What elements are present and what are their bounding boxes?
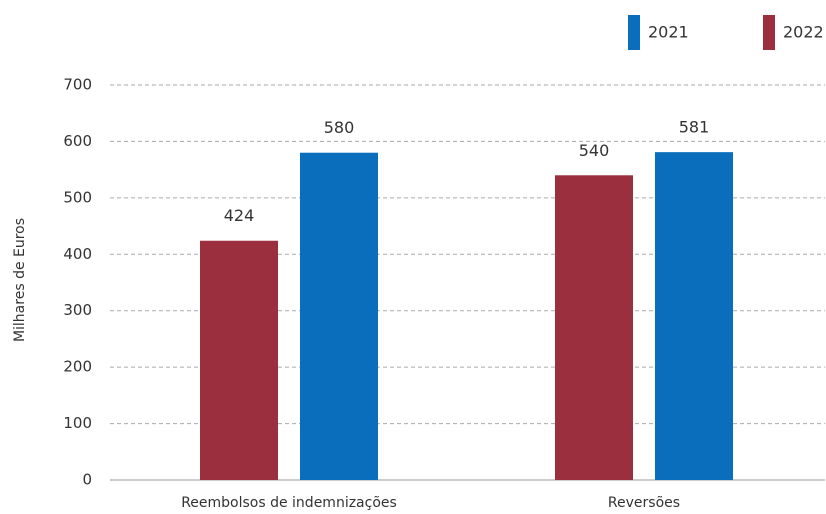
legend-swatch: [628, 15, 640, 50]
legend-label: 2021: [648, 23, 689, 42]
x-tick-label: Reembolsos de indemnizações: [181, 495, 397, 511]
y-tick-label: 100: [63, 414, 92, 432]
legend-label: 2022: [783, 23, 824, 42]
data-label: 540: [579, 141, 610, 160]
y-tick-label: 400: [63, 245, 92, 263]
legend-swatch: [763, 15, 775, 50]
y-tick-label: 300: [63, 301, 92, 319]
y-tick-label: 600: [63, 132, 92, 150]
y-axis-label: Milhares de Euros: [12, 218, 28, 342]
bar: [200, 240, 278, 480]
bar: [300, 152, 378, 480]
data-label: 424: [224, 206, 255, 225]
y-tick-label: 0: [82, 471, 92, 489]
y-tick-label: 200: [63, 358, 92, 376]
x-tick-label: Reversões: [608, 495, 680, 511]
y-tick-label: 700: [63, 76, 92, 94]
bar: [655, 152, 733, 480]
data-label: 581: [679, 118, 710, 137]
y-tick-label: 500: [63, 188, 92, 206]
bar: [555, 175, 633, 481]
data-label: 580: [324, 118, 355, 137]
